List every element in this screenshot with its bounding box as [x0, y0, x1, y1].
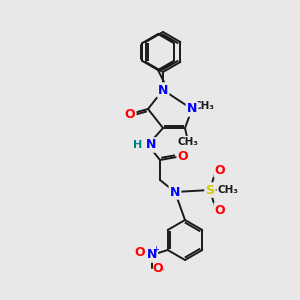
Text: O: O: [125, 107, 135, 121]
Text: O: O: [152, 262, 163, 275]
Text: N: N: [146, 248, 157, 262]
Text: CH₃: CH₃: [178, 137, 199, 147]
Text: N: N: [187, 103, 197, 116]
Text: CH₃: CH₃: [218, 185, 239, 195]
Text: H: H: [134, 140, 142, 150]
Text: CH₃: CH₃: [194, 101, 214, 111]
Text: N: N: [158, 83, 168, 97]
Text: O: O: [178, 151, 188, 164]
Text: ⁻: ⁻: [159, 267, 164, 277]
Text: O: O: [215, 203, 225, 217]
Text: +: +: [152, 245, 159, 254]
Text: O: O: [215, 164, 225, 176]
Text: O: O: [134, 247, 145, 260]
Text: S: S: [206, 184, 214, 196]
Text: N: N: [146, 139, 156, 152]
Text: N: N: [170, 185, 180, 199]
